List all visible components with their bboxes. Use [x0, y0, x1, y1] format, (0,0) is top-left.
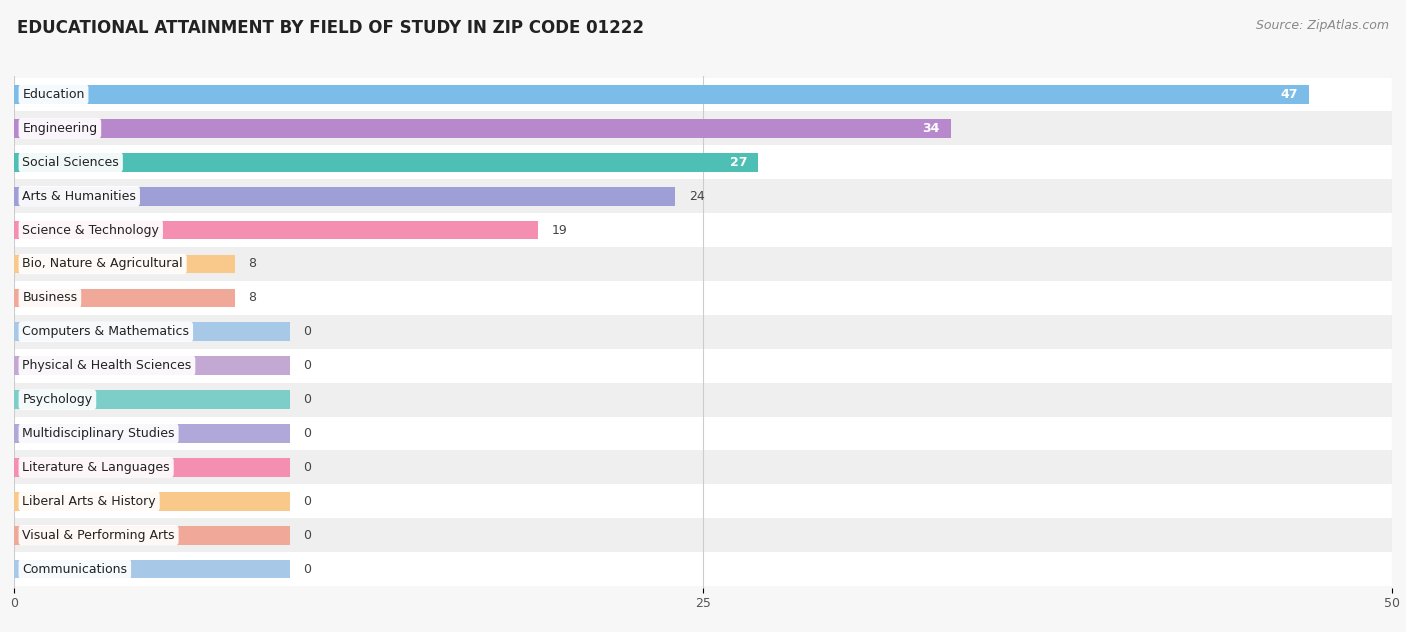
Text: 34: 34: [922, 122, 941, 135]
Bar: [14, 255, 235, 273]
Text: 0: 0: [304, 562, 311, 576]
Text: Literature & Languages: Literature & Languages: [22, 461, 170, 474]
Text: Visual & Performing Arts: Visual & Performing Arts: [22, 529, 174, 542]
Text: 19: 19: [551, 224, 567, 236]
Bar: [14, 213, 1392, 247]
Bar: [14, 349, 1392, 382]
Text: Arts & Humanities: Arts & Humanities: [22, 190, 136, 203]
Text: 47: 47: [1281, 88, 1298, 101]
Text: Psychology: Psychology: [22, 393, 93, 406]
Bar: [14, 281, 1392, 315]
Bar: [14, 484, 1392, 518]
Text: 0: 0: [304, 495, 311, 507]
Bar: [14, 289, 235, 307]
Text: 0: 0: [304, 529, 311, 542]
Bar: [14, 560, 290, 578]
Bar: [14, 187, 675, 205]
Bar: [14, 526, 290, 545]
Text: 0: 0: [304, 359, 311, 372]
Text: 27: 27: [730, 156, 747, 169]
Text: Liberal Arts & History: Liberal Arts & History: [22, 495, 156, 507]
Text: Multidisciplinary Studies: Multidisciplinary Studies: [22, 427, 174, 440]
Text: 8: 8: [249, 291, 256, 305]
Text: Engineering: Engineering: [22, 122, 97, 135]
Text: EDUCATIONAL ATTAINMENT BY FIELD OF STUDY IN ZIP CODE 01222: EDUCATIONAL ATTAINMENT BY FIELD OF STUDY…: [17, 19, 644, 37]
Text: Education: Education: [22, 88, 84, 101]
Bar: [14, 458, 290, 477]
Text: 0: 0: [304, 393, 311, 406]
Bar: [14, 179, 1392, 213]
Bar: [14, 518, 1392, 552]
Bar: [14, 424, 290, 443]
Text: 0: 0: [304, 325, 311, 338]
Bar: [14, 78, 1392, 111]
Text: Bio, Nature & Agricultural: Bio, Nature & Agricultural: [22, 257, 183, 270]
Text: Physical & Health Sciences: Physical & Health Sciences: [22, 359, 191, 372]
Bar: [14, 416, 1392, 451]
Bar: [14, 119, 950, 138]
Bar: [14, 145, 1392, 179]
Text: 8: 8: [249, 257, 256, 270]
Bar: [14, 247, 1392, 281]
Bar: [14, 153, 758, 172]
Text: 0: 0: [304, 427, 311, 440]
Bar: [14, 492, 290, 511]
Text: Social Sciences: Social Sciences: [22, 156, 120, 169]
Text: 0: 0: [304, 461, 311, 474]
Bar: [14, 315, 1392, 349]
Bar: [14, 451, 1392, 484]
Text: 24: 24: [689, 190, 704, 203]
Text: Business: Business: [22, 291, 77, 305]
Bar: [14, 111, 1392, 145]
Bar: [14, 221, 537, 240]
Text: Source: ZipAtlas.com: Source: ZipAtlas.com: [1256, 19, 1389, 32]
Bar: [14, 85, 1309, 104]
Text: Science & Technology: Science & Technology: [22, 224, 159, 236]
Bar: [14, 356, 290, 375]
Bar: [14, 552, 1392, 586]
Bar: [14, 382, 1392, 416]
Text: Computers & Mathematics: Computers & Mathematics: [22, 325, 190, 338]
Bar: [14, 322, 290, 341]
Bar: [14, 391, 290, 409]
Text: Communications: Communications: [22, 562, 128, 576]
